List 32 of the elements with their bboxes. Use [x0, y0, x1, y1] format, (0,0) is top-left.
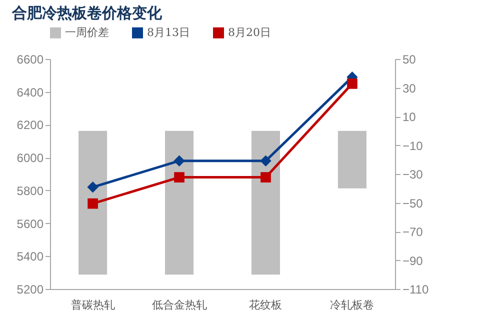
y2-tick-label: −90 — [402, 254, 424, 268]
point — [174, 172, 184, 182]
point — [260, 156, 271, 166]
y-tick-label: 6400 — [16, 85, 44, 100]
x-tick-label: 普碳热轧 — [70, 298, 115, 312]
y-tick-label: 6000 — [16, 151, 44, 166]
y2-tick-label: −10 — [402, 138, 424, 153]
y-tick-label: 5200 — [16, 282, 44, 296]
x-tick-label: 花纹板 — [249, 298, 282, 312]
y-tick-label: 6600 — [16, 52, 44, 66]
point — [260, 172, 271, 182]
chart-title: 合肥冷热板卷价格变化 — [11, 4, 163, 22]
x-tick-label: 低合金热轧 — [152, 298, 207, 312]
point — [88, 182, 98, 192]
y-tick-label: 5600 — [16, 216, 44, 231]
y2-tick-label: 30 — [402, 81, 416, 96]
y2-tick-label: −50 — [402, 196, 424, 210]
y2-tick-label: 50 — [402, 52, 416, 66]
y2-tick-label: −70 — [402, 225, 424, 239]
y-tick-label: 5400 — [16, 250, 44, 264]
legend-label: 一周价差 — [65, 26, 109, 39]
x-tick-label: 冷轧板卷 — [330, 298, 374, 312]
y2-tick-label: −110 — [402, 282, 429, 296]
point — [88, 198, 98, 209]
legend-label: 8月13日 — [147, 26, 190, 39]
point — [174, 156, 184, 166]
legend-label: 8月20日 — [228, 26, 271, 39]
point — [347, 78, 358, 89]
y2-tick-label: −30 — [402, 168, 424, 182]
y2-tick-label: 10 — [402, 110, 416, 124]
y-tick-label: 5800 — [16, 184, 44, 198]
y-tick-label: 6200 — [16, 118, 44, 132]
